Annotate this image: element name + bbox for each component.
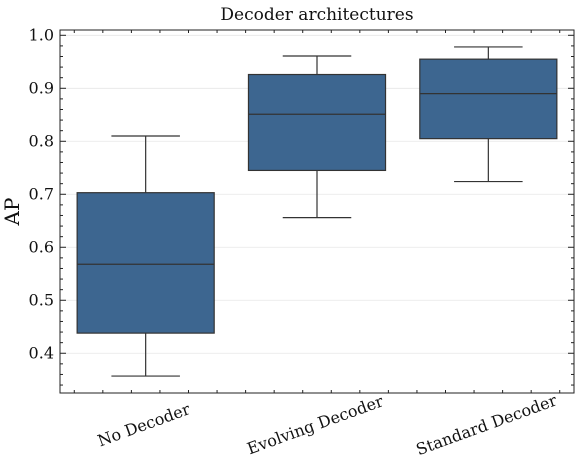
y-tick-label: 0.9	[29, 78, 54, 97]
y-tick-label: 0.4	[29, 343, 54, 362]
x-tick-label: Standard Decoder	[414, 390, 560, 459]
chart-title: Decoder architectures	[220, 5, 413, 25]
box-group	[76, 135, 215, 377]
y-tick-label: 0.6	[29, 237, 54, 256]
y-tick-label: 0.8	[29, 131, 54, 150]
axes-frame	[59, 29, 575, 394]
boxes	[76, 46, 558, 377]
box-iqr	[76, 192, 215, 334]
y-tick-label: 1.0	[29, 25, 54, 44]
box-group	[419, 46, 558, 183]
x-tick-label: No Decoder	[95, 399, 193, 450]
x-tick-label: Evolving Decoder	[244, 391, 386, 458]
y-tick-label: 0.7	[29, 184, 54, 203]
box-iqr	[419, 58, 558, 140]
box-group	[247, 55, 387, 219]
box-iqr	[247, 73, 387, 172]
y-axis-label: AP	[0, 198, 24, 227]
y-tick-label: 0.5	[29, 290, 54, 309]
